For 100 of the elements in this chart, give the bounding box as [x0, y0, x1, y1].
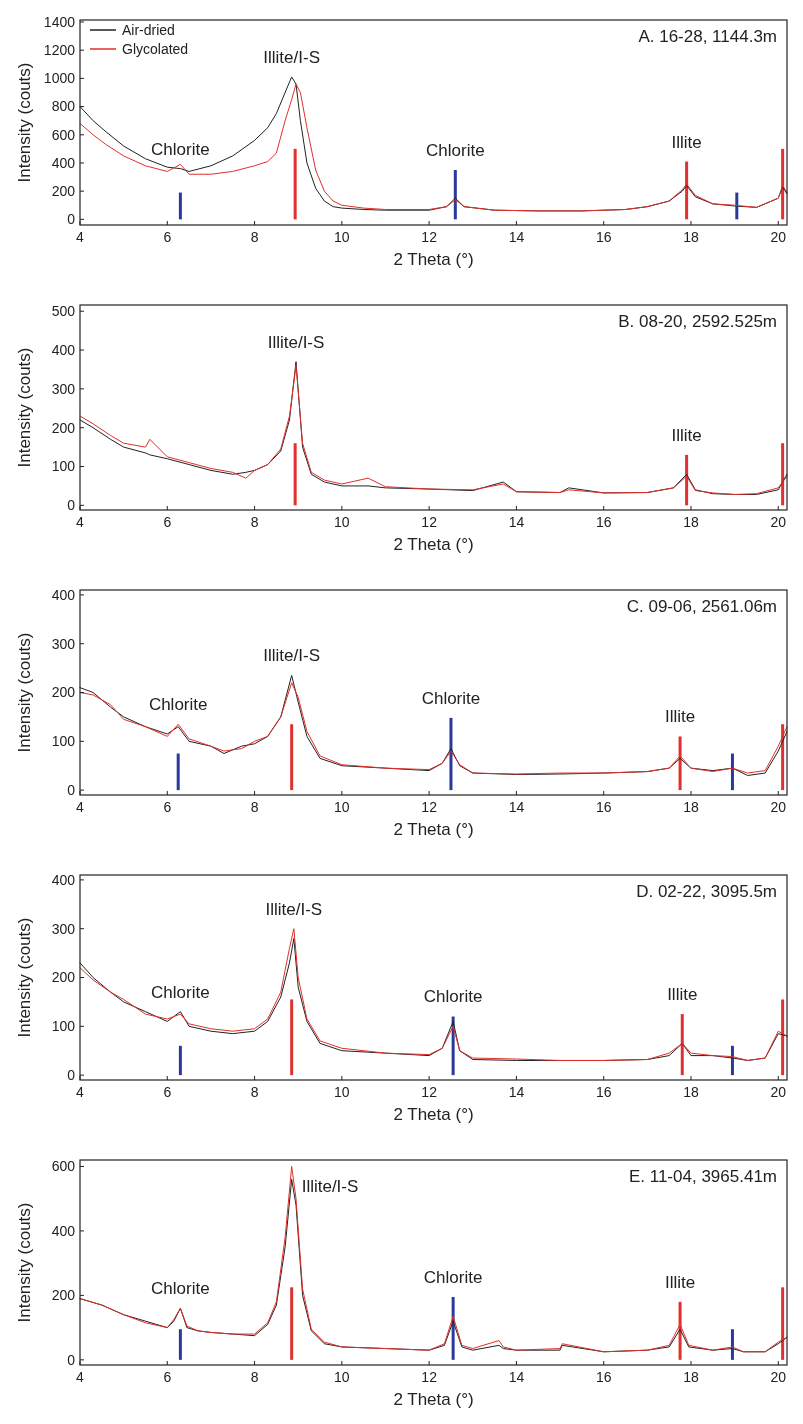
chart-title: D. 02-22, 3095.5m: [636, 882, 777, 901]
annotation: Chlorite: [423, 987, 483, 1007]
y-axis-title: Intensity (couts): [15, 347, 34, 468]
y-tick-label: 300: [51, 635, 76, 652]
x-tick-label: 20: [770, 1084, 787, 1100]
x-tick-label: 14: [508, 799, 525, 815]
y-tick-label: 800: [51, 98, 76, 115]
y-tick-label: 200: [51, 419, 76, 436]
x-tick-label: 14: [508, 229, 525, 245]
x-tick-label: 12: [421, 1369, 438, 1385]
annotation: Illite/I-S: [301, 1177, 359, 1197]
y-tick-label: 400: [51, 341, 76, 358]
x-tick-label: 20: [770, 799, 787, 815]
bar: [730, 753, 734, 791]
x-tick-label: 16: [595, 1369, 612, 1385]
annotation: Illite/I-S: [265, 899, 323, 919]
y-tick-label: 200: [51, 1287, 76, 1304]
x-tick-label: 6: [163, 229, 172, 245]
legend-label: Air-dried: [122, 21, 175, 38]
annotation: Chlorite: [423, 1267, 483, 1287]
y-tick-label: 100: [51, 1018, 76, 1035]
bar: [178, 1329, 182, 1360]
bar: [730, 1045, 734, 1076]
bar: [290, 724, 294, 791]
x-tick-label: 16: [595, 229, 612, 245]
x-tick-label: 18: [683, 1084, 699, 1100]
y-axis-title: Intensity (couts): [15, 1202, 34, 1323]
y-tick-label: 0: [67, 497, 76, 514]
y-tick-label: 1400: [43, 13, 76, 30]
x-tick-label: 18: [683, 799, 699, 815]
bar: [735, 192, 739, 220]
y-tick-label: 200: [51, 969, 76, 986]
chart-title: A. 16-28, 1144.3m: [638, 27, 777, 46]
y-tick-label: 1200: [43, 42, 76, 59]
x-tick-label: 20: [770, 514, 787, 530]
chart-title: C. 09-06, 2561.06m: [626, 597, 777, 616]
y-tick-label: 500: [51, 303, 76, 320]
x-tick-label: 4: [76, 799, 85, 815]
x-tick-label: 16: [595, 514, 612, 530]
x-tick-label: 20: [770, 1369, 787, 1385]
bar: [293, 148, 297, 220]
x-tick-label: 10: [334, 1084, 350, 1100]
bar: [178, 192, 182, 220]
y-tick-label: 200: [51, 183, 76, 200]
y-tick-label: 1000: [43, 70, 76, 87]
y-tick-label: 0: [67, 1067, 76, 1084]
y-tick-label: 0: [67, 1351, 76, 1368]
x-tick-label: 6: [163, 514, 172, 530]
x-tick-label: 8: [250, 799, 259, 815]
annotation: Illite: [667, 985, 698, 1005]
y-tick-label: 300: [51, 920, 76, 937]
x-tick-label: 18: [683, 1369, 699, 1385]
y-tick-label: 400: [51, 154, 76, 171]
annotation: Chlorite: [426, 140, 485, 160]
annotation: Illite: [664, 707, 696, 727]
x-tick-label: 4: [76, 514, 85, 530]
bar: [449, 717, 453, 791]
annotation: Chlorite: [151, 982, 210, 1002]
x-tick-label: 10: [334, 229, 350, 245]
x-axis-title: 2 Theta (°): [393, 1105, 474, 1124]
annotation: Illite: [671, 132, 702, 152]
x-tick-label: 16: [595, 799, 612, 815]
y-axis-title: Intensity (couts): [15, 917, 34, 1038]
x-axis-title: 2 Theta (°): [393, 820, 474, 839]
annotation: Illite: [664, 1272, 696, 1292]
y-tick-label: 400: [51, 871, 76, 888]
bar: [176, 753, 180, 791]
annotation: Chlorite: [421, 688, 481, 708]
x-tick-label: 10: [334, 799, 350, 815]
annotation: Chlorite: [148, 695, 208, 715]
x-tick-label: 12: [421, 514, 438, 530]
y-tick-label: 400: [51, 1222, 76, 1239]
x-tick-label: 10: [334, 1369, 350, 1385]
x-tick-label: 12: [421, 799, 438, 815]
x-tick-label: 20: [770, 229, 787, 245]
x-tick-label: 12: [421, 1084, 438, 1100]
x-tick-label: 6: [163, 1084, 172, 1100]
x-tick-label: 14: [508, 1369, 525, 1385]
x-tick-label: 8: [250, 1084, 259, 1100]
chart-title: B. 08-20, 2592.525m: [618, 312, 777, 331]
y-axis-title: Intensity (couts): [15, 62, 34, 183]
chart-title: E. 11-04, 3965.41m: [628, 1167, 777, 1186]
x-tick-label: 16: [595, 1084, 612, 1100]
y-tick-label: 600: [51, 1158, 76, 1175]
annotation: Chlorite: [151, 139, 210, 159]
y-tick-label: 100: [51, 458, 76, 475]
y-tick-label: 400: [51, 586, 76, 603]
annotation: Illite/I-S: [267, 332, 325, 352]
x-tick-label: 8: [250, 229, 259, 245]
x-tick-label: 8: [250, 514, 259, 530]
bar: [730, 1329, 734, 1360]
y-tick-label: 200: [51, 684, 76, 701]
bar: [178, 1045, 182, 1076]
x-tick-label: 10: [334, 514, 350, 530]
legend-label: Glycolated: [122, 40, 189, 57]
x-tick-label: 4: [76, 1369, 85, 1385]
y-tick-label: 100: [51, 733, 76, 750]
x-tick-label: 4: [76, 229, 85, 245]
bar: [290, 999, 294, 1076]
x-tick-label: 8: [250, 1369, 259, 1385]
